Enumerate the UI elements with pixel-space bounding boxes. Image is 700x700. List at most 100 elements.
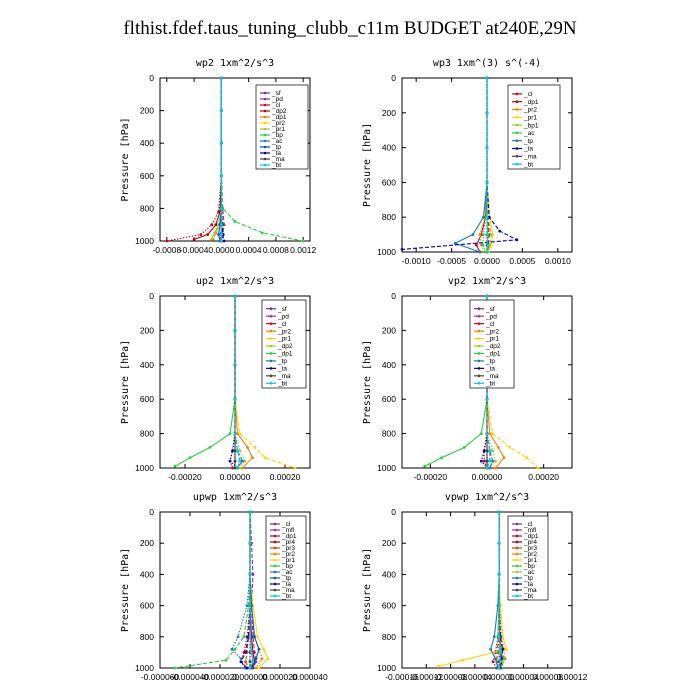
data-point [263, 456, 267, 460]
data-point [251, 666, 255, 670]
legend-label: _pr4 [523, 539, 537, 546]
data-point [502, 657, 506, 661]
legend-label: _pr1 [281, 557, 295, 564]
legend-label: _dp1 [523, 533, 539, 540]
legend-marker [273, 582, 277, 586]
data-point [400, 247, 404, 251]
data-point [471, 233, 475, 237]
data-point [494, 466, 497, 470]
x-tick-label: 0.0005 [509, 256, 535, 266]
legend-label: _pr2 [277, 328, 291, 335]
legend-marker [263, 109, 267, 113]
x-tick-label: 0.00020 [528, 472, 559, 482]
y-tick-label: 1000 [135, 663, 154, 673]
data-point [501, 660, 505, 664]
data-point [238, 432, 242, 435]
data-point [491, 660, 495, 664]
plot-frame [159, 77, 311, 242]
x-tick-label: -0.00020 [168, 472, 202, 482]
data-point [251, 660, 255, 664]
y-tick-label: 200 [382, 108, 396, 118]
data-point [219, 207, 223, 210]
legend-label: _pr1 [277, 336, 291, 343]
legend-label: _tp [277, 358, 287, 365]
legend-label: _cl [277, 321, 287, 328]
data-point [219, 141, 223, 145]
data-point [238, 466, 242, 470]
x-tick-label: 0.00000 [472, 472, 503, 482]
legend-marker [269, 322, 273, 325]
y-tick-label: 0 [391, 73, 396, 83]
data-point [251, 573, 255, 576]
legend-marker [273, 540, 277, 544]
legend-label: _dp2 [277, 343, 293, 350]
data-point [488, 243, 492, 247]
x-tick-label: -0.00016 [385, 672, 419, 682]
data-point [236, 466, 239, 470]
legend-marker [273, 564, 277, 568]
data-point [219, 76, 223, 80]
data-point [236, 635, 240, 639]
y-tick-label: 800 [140, 429, 154, 439]
y-tick-label: 200 [382, 538, 396, 548]
data-point [248, 666, 252, 670]
legend-label: _pr1 [523, 557, 537, 564]
data-point [488, 459, 492, 463]
legend-marker [263, 145, 267, 149]
data-point [497, 541, 501, 545]
legend-marker [515, 123, 519, 127]
x-tick-label: 0.0000 [474, 256, 500, 266]
x-tick-label: 0.0000 [208, 245, 234, 255]
x-tick-label: -0.0005 [437, 256, 466, 266]
legend-marker [273, 576, 277, 580]
data-point [173, 666, 177, 670]
x-tick-label: 0.0012 [290, 245, 316, 255]
series-line [249, 511, 257, 669]
data-point [214, 223, 218, 227]
legend-label: _ma [523, 587, 537, 594]
y-axis-label: Pressure [hPa] [362, 123, 373, 207]
data-point [488, 432, 492, 435]
y-tick-label: 200 [140, 538, 154, 548]
data-point [488, 449, 492, 453]
legend-marker [273, 558, 277, 562]
x-tick-label: -0.0004 [180, 245, 209, 255]
legend-marker [477, 359, 481, 363]
data-point [453, 241, 457, 245]
data-point [248, 573, 252, 576]
y-axis-label: Pressure [hPa] [120, 548, 131, 632]
legend-label: _sf [485, 306, 495, 313]
data-point [222, 239, 226, 243]
legend-box [469, 299, 515, 389]
data-point [487, 215, 491, 219]
legend-label: _tp [271, 144, 281, 151]
data-point [231, 449, 234, 453]
legend-label: _ta [281, 581, 291, 588]
y-tick-label: 800 [140, 632, 154, 642]
legend-label: _bt [277, 380, 287, 387]
legend-marker [269, 307, 273, 311]
data-point [173, 464, 177, 468]
data-point [461, 658, 465, 662]
legend-label: _cl [485, 321, 495, 328]
legend-marker [515, 546, 519, 550]
y-tick-label: 800 [140, 203, 154, 213]
data-point [478, 250, 482, 254]
legend-marker [269, 359, 273, 363]
legend-label: _dp2 [271, 108, 287, 115]
data-point [500, 657, 503, 661]
legend-label: _ac [523, 130, 535, 137]
data-point [233, 397, 237, 401]
legend-label: _mfl [523, 527, 537, 534]
data-point [257, 666, 261, 670]
y-tick-label: 0 [149, 291, 154, 301]
data-point [492, 635, 496, 639]
budget-panel: wp3 1xm^(3) s^(-4) Pressure [hPa] 0 200 400 6… [362, 58, 573, 266]
legend-box [507, 84, 561, 170]
data-point [206, 233, 210, 236]
legend-label: _pr1 [271, 126, 285, 133]
legend-marker [477, 374, 481, 378]
budget-panel: vpwp 1xm^2/s^3 Pressure [hPa] 0 200 400 600 80… [362, 492, 588, 682]
data-point [491, 449, 495, 453]
y-tick-label: 600 [140, 394, 154, 404]
